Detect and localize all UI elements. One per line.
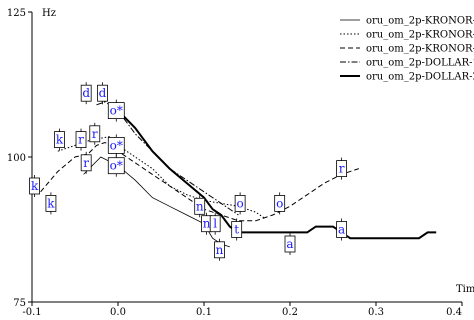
x-ticks: -0.1 0.0 0.1 0.2 0.3 0.4 <box>22 302 463 318</box>
segment-label-box <box>29 177 40 195</box>
segment-label-text: k <box>56 133 64 147</box>
segment-label-box <box>97 84 108 102</box>
segment-label-text: r <box>339 162 345 176</box>
segment-label-text: n <box>203 217 211 231</box>
segment-label-box <box>45 194 57 212</box>
segment-label: o <box>274 192 286 215</box>
segment-label: a <box>336 218 348 241</box>
y-tick-label: 125 <box>7 8 26 19</box>
segment-label: r <box>336 157 348 180</box>
segment-label-box <box>231 221 243 238</box>
segment-label-text: k <box>47 196 55 210</box>
segment-label-box <box>274 194 286 212</box>
segment-label-text: r <box>92 127 98 141</box>
segment-label: d <box>97 82 108 105</box>
segment-label-text: t <box>234 223 239 237</box>
x-tick-label: 0.4 <box>446 307 462 318</box>
series-line-5 <box>117 109 437 240</box>
segment-label-text: a <box>286 237 293 251</box>
segment-label: n <box>194 195 206 218</box>
segment-label-text: o* <box>110 138 123 152</box>
x-tick-label: 0.1 <box>196 307 212 318</box>
segment-label-text: a <box>338 223 345 237</box>
segment-label-text: k <box>31 179 39 193</box>
segment-label-text: o* <box>110 159 123 173</box>
segment-label: o* <box>107 99 125 122</box>
segment-label-box <box>336 160 348 178</box>
legend: oru_om_2p-KRONOR-1.w oru_om_2p-KRONOR-2.w… <box>340 16 474 83</box>
segment-label: k <box>29 175 40 197</box>
series-line-2 <box>57 136 265 219</box>
segment-label-box <box>234 194 246 212</box>
segment-label-text: d <box>82 86 90 100</box>
segment-label: r <box>75 128 87 151</box>
segment-label: o <box>234 192 246 215</box>
segment-label-box <box>89 125 101 143</box>
segment-label: r <box>80 151 92 174</box>
axes <box>31 12 462 303</box>
legend-label: oru_om_2p-KRONOR-1.w <box>366 16 474 27</box>
segment-label-box <box>214 241 225 259</box>
legend-label: oru_om_2p-KRONOR-3.w <box>366 44 474 55</box>
x-tick-label: 0.2 <box>282 307 298 318</box>
x-axis-title: Time <box>456 284 474 295</box>
segment-label: n <box>214 238 225 261</box>
segment-label-text: d <box>99 86 107 100</box>
segment-label-text: n <box>216 243 224 257</box>
segment-label-box <box>107 157 125 175</box>
segment-label-text: r <box>78 133 84 147</box>
segment-label-text: o* <box>110 104 123 118</box>
segment-label-text: r <box>83 156 89 170</box>
legend-label: oru_om_2p-DOLLAR-1.w <box>366 58 474 69</box>
segment-label-box <box>75 131 87 149</box>
x-tick-label: 0.3 <box>368 307 384 318</box>
segment-label: d <box>80 82 92 105</box>
segment-label-box <box>80 84 92 102</box>
segment-label: t <box>231 218 243 241</box>
segment-label: o* <box>107 154 125 177</box>
segment-label: r <box>89 122 101 145</box>
y-tick-label: 100 <box>7 153 26 164</box>
segment-label-box <box>336 221 348 238</box>
segment-label-box <box>107 136 125 154</box>
segment-label: k <box>54 128 65 151</box>
legend-label: oru_om_2p-DOLLAR-2.w <box>366 72 474 83</box>
segment-label-box <box>284 235 296 253</box>
segment-label-box <box>194 197 206 215</box>
segment-label-text: l <box>213 217 217 231</box>
segment-label-box <box>209 215 221 233</box>
x-tick-label: 0.0 <box>110 307 126 318</box>
y-tick-label: 75 <box>13 298 26 309</box>
y-ticks: 125 100 75 <box>7 8 32 309</box>
segment-label: l <box>209 212 221 235</box>
legend-label: oru_om_2p-KRONOR-2.w <box>366 30 474 41</box>
segment-label-box <box>54 131 65 149</box>
segment-label: a <box>284 233 296 255</box>
segment-label-box <box>107 102 125 119</box>
y-axis-unit: Hz <box>42 8 56 19</box>
series-line-3 <box>40 141 359 222</box>
segment-label-text: o <box>276 196 283 210</box>
segment-label: k <box>45 192 57 215</box>
x-tick-label: -0.1 <box>22 307 41 318</box>
segment-label: o* <box>107 134 125 157</box>
segment-label-box <box>80 154 92 172</box>
segment-label-text: n <box>196 199 204 213</box>
segment-label-text: o <box>237 196 244 210</box>
